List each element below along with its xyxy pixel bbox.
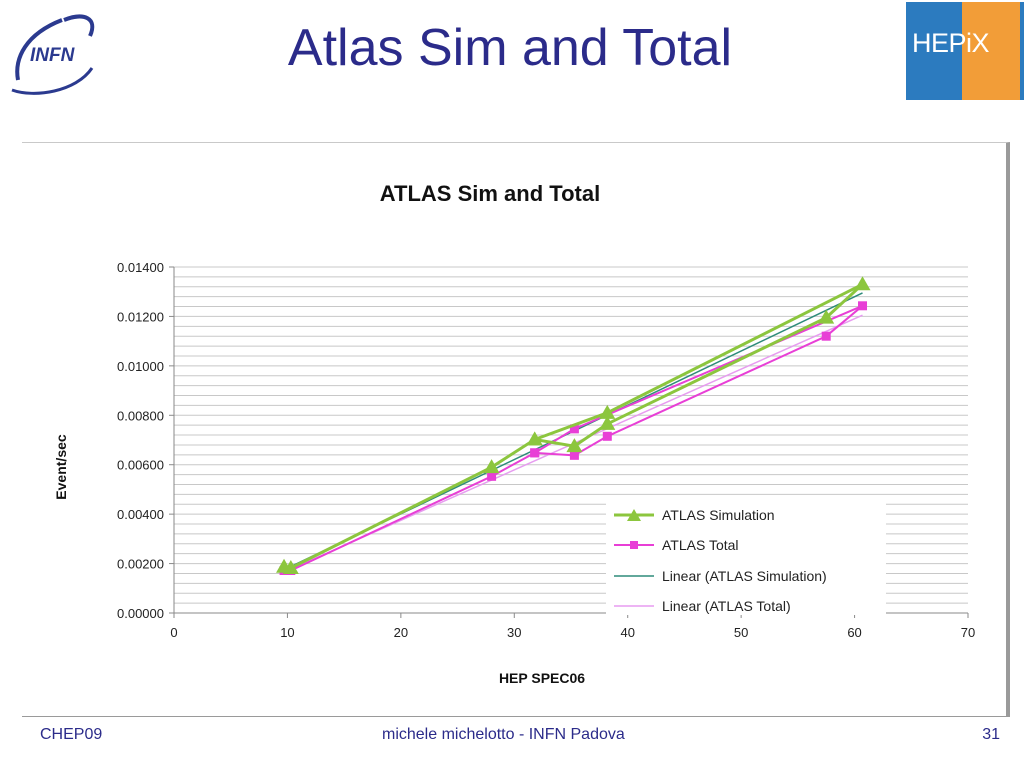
data-point-sim [854, 276, 871, 291]
hepix-logo: HEPiX [904, 0, 1024, 104]
y-axis-label: Event/sec [53, 434, 69, 500]
y-tick-label: 0.01000 [117, 359, 164, 374]
y-tick-label: 0.00600 [117, 458, 164, 473]
x-tick-label: 10 [280, 625, 294, 640]
hepix-logo-orange-block [962, 2, 1020, 100]
series-line-sim [283, 282, 865, 570]
atlas-chart: 0.00000 0.00200 0.00400 0.00600 0.00800 0.010… [53, 181, 975, 686]
x-tick-label: 60 [847, 625, 861, 640]
chart-title: ATLAS Sim and Total [380, 181, 600, 206]
chart-series [276, 276, 871, 575]
data-point-sim [599, 404, 616, 419]
y-tick-label: 0.00000 [117, 606, 164, 621]
infn-logo: INFN [4, 6, 100, 96]
legend-box [606, 499, 886, 615]
x-tick-label: 30 [507, 625, 521, 640]
footer-page-number: 31 [982, 726, 1000, 743]
chart-frame: 0.00000 0.00200 0.00400 0.00600 0.00800 0.010… [22, 142, 1010, 717]
y-tick-label: 0.00200 [117, 557, 164, 572]
chart-legend: ATLAS Simulation ATLAS Total Linear (ATL… [606, 499, 886, 615]
x-tick-label: 0 [170, 625, 177, 640]
footer-divider [22, 716, 1006, 717]
footer-conference: CHEP09 [40, 726, 103, 743]
series-line-total [284, 304, 864, 572]
slide-title: Atlas Sim and Total [287, 19, 733, 77]
y-tick-label: 0.01200 [117, 309, 164, 324]
data-point-total [858, 301, 868, 311]
legend-label-sim: ATLAS Simulation [662, 507, 775, 523]
data-point-sim [599, 415, 616, 430]
legend-label-total: ATLAS Total [662, 537, 739, 553]
x-tick-label: 40 [620, 625, 634, 640]
x-tick-label: 70 [961, 625, 975, 640]
x-axis-label: HEP SPEC06 [499, 670, 585, 686]
infn-logo-text: INFN [30, 45, 76, 66]
y-tick-label: 0.01400 [117, 260, 164, 275]
y-tick-label: 0.00800 [117, 408, 164, 423]
data-point-total [569, 450, 579, 460]
x-tick-label: 50 [734, 625, 748, 640]
data-point-total [530, 448, 540, 458]
hepix-logo-main: HEP [912, 28, 967, 58]
x-tick-label: 20 [394, 625, 408, 640]
legend-marker-total [630, 541, 638, 549]
hepix-logo-suffix: iX [966, 28, 990, 58]
data-point-sim [483, 459, 500, 474]
data-point-total [602, 431, 612, 441]
data-point-total [487, 471, 497, 481]
legend-marker-sim [627, 509, 641, 521]
data-point-sim [282, 560, 299, 575]
y-tick-label: 0.00400 [117, 507, 164, 522]
chart-ticks: 0.00000 0.00200 0.00400 0.00600 0.00800 0.010… [117, 260, 975, 640]
data-point-total [821, 331, 831, 341]
data-point-sim [818, 309, 835, 324]
legend-label-sim-trend: Linear (ATLAS Simulation) [662, 568, 827, 584]
data-point-total [569, 424, 579, 434]
hepix-logo-blue-block [906, 2, 966, 100]
legend-label-total-trend: Linear (ATLAS Total) [662, 598, 791, 614]
hepix-logo-text: HEPiX [912, 28, 990, 59]
data-point-sim [566, 438, 583, 453]
infn-logo-graphic: INFN [11, 14, 95, 95]
hepix-logo-edge [1020, 2, 1024, 100]
footer-author: michele michelotto - INFN Padova [382, 726, 625, 743]
data-point-sim [526, 431, 543, 446]
